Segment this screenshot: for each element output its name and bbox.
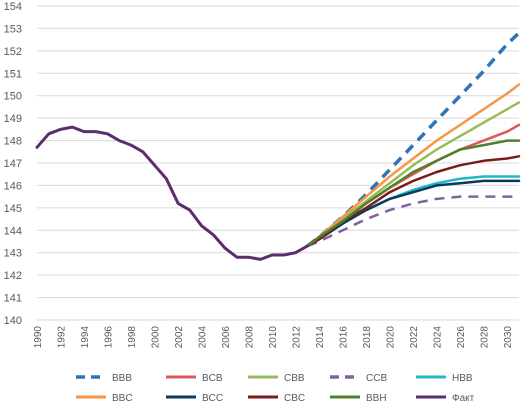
- legend-label: CCB: [366, 373, 387, 384]
- x-tick-label: 2016: [339, 326, 350, 349]
- y-tick-label: 151: [4, 68, 22, 80]
- legend-label: BCB: [202, 373, 223, 384]
- legend: BBB BCB CBB CCB HBB BBC BCC CBC BBH Факт: [76, 373, 475, 404]
- y-tick-label: 152: [4, 46, 22, 58]
- x-tick-label: 2030: [503, 326, 514, 349]
- y-tick-label: 144: [4, 225, 22, 237]
- y-tick-label: 149: [4, 113, 22, 125]
- x-tick-label: 2002: [174, 326, 185, 349]
- legend-label: BBH: [366, 393, 387, 404]
- x-tick-label: 1994: [80, 326, 91, 349]
- x-tick-label: 2004: [198, 326, 209, 349]
- x-tick-label: 2014: [315, 326, 326, 349]
- x-tick-label: 1990: [33, 326, 44, 349]
- series-line-BBC: [306, 83, 521, 248]
- series-line-CCB: [306, 195, 519, 248]
- y-tick-label: 145: [4, 203, 22, 215]
- y-axis-tick-labels: 140 141 142 143 144 145 146 147 148 149 150 151 152 1…: [4, 1, 22, 327]
- x-tick-label: 2024: [433, 326, 444, 349]
- legend-label: CBB: [284, 373, 305, 384]
- x-tick-label: 2026: [456, 326, 467, 349]
- legend-label: BBC: [112, 393, 133, 404]
- x-tick-label: 2022: [409, 326, 420, 349]
- x-tick-label: 2010: [268, 326, 279, 349]
- y-tick-label: 141: [4, 293, 22, 305]
- series-line-HBB: [306, 175, 521, 248]
- x-tick-label: 2008: [245, 326, 256, 349]
- x-axis-tick-labels: 1990 1992 1994 1996 1998 2000 2002 2004 2006 2008…: [33, 326, 514, 349]
- y-tick-label: 143: [4, 248, 22, 260]
- y-tick-label: 142: [4, 270, 22, 282]
- x-tick-label: 2020: [386, 326, 397, 349]
- y-tick-label: 154: [4, 1, 22, 13]
- series-line-BBH: [306, 139, 521, 248]
- x-tick-label: 2006: [221, 326, 232, 349]
- y-tick-label: 148: [4, 136, 22, 148]
- x-tick-label: 2028: [480, 326, 491, 349]
- y-tick-label: 153: [4, 23, 22, 35]
- legend-label: CBC: [284, 393, 305, 404]
- x-tick-label: 2000: [151, 326, 162, 349]
- y-tick-label: 150: [4, 91, 22, 103]
- series-line-Факт: [35, 125, 309, 261]
- legend-label: HBB: [452, 373, 473, 384]
- legend-label: BBB: [112, 373, 132, 384]
- x-tick-label: 1996: [104, 326, 115, 349]
- x-tick-label: 2012: [292, 326, 303, 349]
- series-lines: [35, 31, 521, 261]
- x-tick-label: 1998: [127, 326, 138, 349]
- x-tick-label: 2018: [362, 326, 373, 349]
- legend-label: BCC: [202, 393, 223, 404]
- y-tick-label: 146: [4, 180, 22, 192]
- gridlines: [37, 5, 519, 321]
- x-tick-label: 1992: [57, 326, 68, 349]
- y-tick-label: 147: [4, 158, 22, 170]
- y-tick-label: 140: [4, 315, 22, 327]
- legend-label: Факт: [452, 393, 475, 404]
